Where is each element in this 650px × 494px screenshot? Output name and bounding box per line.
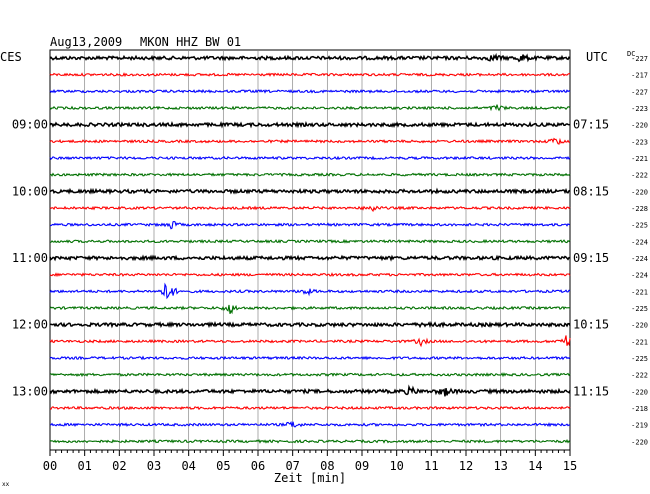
dc-offset-label: -220 [631, 388, 648, 396]
dc-offset-label: -225 [631, 355, 648, 363]
trace-line [49, 405, 571, 411]
right-time-label: 11:15 [573, 384, 609, 398]
trace-line [49, 120, 571, 129]
seismic-traces: -227 -217 -227 -223 -220 -223 -221 -222 -220 -228… [49, 52, 648, 446]
dc-offset-label: -217 [631, 72, 648, 80]
dc-offset-label: -225 [631, 305, 648, 313]
dc-offset-label: -222 [631, 372, 648, 380]
x-tick-label: 11 [424, 459, 438, 473]
left-time-label: 10:00 [12, 184, 48, 198]
dc-offset-label: -227 [631, 55, 648, 63]
dc-offset-label: -224 [631, 272, 648, 280]
trace-line [49, 439, 571, 444]
right-time-label: 07:15 [573, 118, 609, 132]
trace-line [49, 282, 571, 300]
station-title: MKON HHZ BW 01 [140, 35, 241, 49]
trace-line [49, 335, 571, 348]
x-tick-label: 14 [528, 459, 542, 473]
trace-line [49, 205, 571, 213]
x-tick-label: 02 [112, 459, 126, 473]
x-axis-label: Zeit [min] [274, 471, 346, 485]
x-axis: 00 01 02 03 04 05 06 07 08 09 10 11 12 13 14 15 [43, 450, 577, 473]
trace-line [49, 304, 571, 315]
right-time-label: 10:15 [573, 318, 609, 332]
dc-offset-label: -224 [631, 255, 648, 263]
x-tick-label: 01 [77, 459, 91, 473]
trace-line [49, 421, 571, 428]
dc-offset-label: -225 [631, 222, 648, 230]
dc-offset-label: -221 [631, 288, 648, 296]
x-tick-label: 09 [355, 459, 369, 473]
dc-offset-label: -228 [631, 205, 648, 213]
dc-offset-label: -224 [631, 238, 648, 246]
right-time-label: 09:15 [573, 251, 609, 265]
trace-line [49, 72, 571, 78]
trace-line [49, 104, 571, 112]
dc-offset-label: -220 [631, 122, 648, 130]
trace-line [49, 272, 571, 278]
x-tick-label: 03 [147, 459, 161, 473]
trace-line [49, 155, 571, 161]
dc-offset-label: -222 [631, 172, 648, 180]
dc-offset-label: -220 [631, 322, 648, 330]
date-title: Aug13,2009 [50, 35, 122, 49]
x-tick-label: 07 [285, 459, 299, 473]
x-tick-label: 15 [563, 459, 577, 473]
grid-lines [84, 50, 536, 450]
trace-line [49, 355, 571, 361]
trace-line [49, 172, 571, 178]
dc-column-label: DC [627, 50, 635, 58]
trace-line [49, 187, 571, 196]
left-time-label: 13:00 [12, 384, 48, 398]
left-timezone-label: CES [0, 50, 22, 64]
dc-offset-label: -220 [631, 188, 648, 196]
left-time-label: 09:00 [12, 118, 48, 132]
trace-line [49, 384, 571, 397]
x-tick-label: 06 [251, 459, 265, 473]
dc-offset-label: -227 [631, 88, 648, 96]
dc-offset-label: -218 [631, 405, 648, 413]
dc-offset-label: -221 [631, 338, 648, 346]
time-labels: 09:00 10:00 11:00 12:00 13:00 07:15 08:15 09:15… [12, 118, 609, 399]
x-tick-label: 13 [493, 459, 507, 473]
dc-offset-label: -219 [631, 422, 648, 430]
dc-offset-label: -221 [631, 155, 648, 163]
dc-offset-label: -223 [631, 105, 648, 113]
right-time-label: 08:15 [573, 184, 609, 198]
trace-line [49, 372, 571, 378]
x-tick-label: 00 [43, 459, 57, 473]
x-tick-label: 12 [459, 459, 473, 473]
trace-line [49, 320, 571, 329]
trace-line [49, 254, 571, 262]
dc-offset-label: -223 [631, 138, 648, 146]
trace-line [49, 52, 571, 63]
trace-line [49, 88, 571, 94]
corner-mark: xx [2, 481, 10, 488]
trace-line [49, 220, 571, 230]
right-timezone-label: UTC [586, 50, 608, 64]
left-time-label: 12:00 [12, 318, 48, 332]
trace-line [49, 137, 571, 145]
dc-offset-label: -220 [631, 438, 648, 446]
trace-line [49, 238, 571, 244]
x-tick-label: 08 [320, 459, 334, 473]
x-tick-label: 04 [181, 459, 195, 473]
x-tick-label: 10 [389, 459, 403, 473]
x-tick-label: 05 [216, 459, 230, 473]
left-time-label: 11:00 [12, 251, 48, 265]
